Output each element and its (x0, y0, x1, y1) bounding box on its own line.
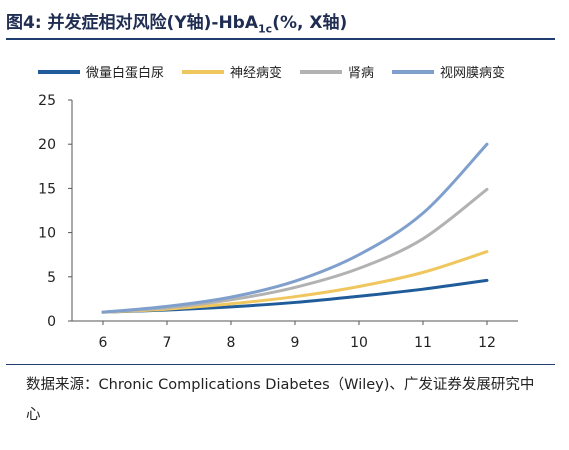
x-tick-label: 9 (291, 335, 300, 351)
series-lines (101, 142, 489, 314)
legend-label-series-0: 微量白蛋白尿 (86, 66, 165, 81)
legend: 微量白蛋白尿 神经病变 肾病 视网膜病变 (38, 62, 523, 81)
x-tick-label: 7 (163, 335, 172, 351)
y-tick-label: 10 (38, 226, 56, 242)
chart-title-subscript: 1c (258, 22, 273, 36)
legend-label-series-1: 神经病变 (230, 66, 283, 81)
source-rule (6, 364, 555, 365)
x-tick-label: 11 (414, 335, 432, 351)
legend-swatch-series-0 (38, 69, 80, 74)
source-note: 数据来源：Chronic Complications Diabetes（Wile… (26, 377, 535, 423)
y-tick-label: 15 (38, 181, 56, 197)
y-ticks: 0 5 10 15 20 25 (38, 93, 72, 330)
series-line-3 (101, 142, 489, 314)
legend-item-series-2: 肾病 (300, 62, 374, 81)
legend-label-series-2: 肾病 (348, 66, 375, 81)
x-tick-label: 6 (99, 335, 108, 351)
y-tick-label: 5 (47, 270, 56, 286)
x-tick-label: 8 (227, 335, 236, 351)
legend-swatch-series-2 (300, 69, 343, 74)
legend-swatch-series-1 (182, 69, 225, 74)
x-ticks: 6 7 8 9 10 11 12 (99, 321, 496, 351)
legend-item-series-3: 视网膜病变 (392, 62, 505, 81)
chart-title-suffix: (%, X轴) (272, 13, 348, 33)
legend-item-series-1: 神经病变 (182, 62, 282, 81)
y-tick-label: 0 (47, 314, 56, 330)
legend-swatch-series-3 (392, 69, 435, 74)
y-tick-label: 25 (38, 93, 56, 109)
chart-title: 图4: 并发症相对风险(Y轴)-HbA1c(%, X轴) (6, 8, 347, 35)
legend-item-series-0: 微量白蛋白尿 (38, 62, 164, 81)
x-tick-label: 10 (350, 335, 368, 351)
title-rule (6, 38, 555, 40)
legend-label-series-3: 视网膜病变 (440, 66, 506, 81)
y-tick-label: 20 (38, 137, 56, 153)
x-tick-label: 12 (478, 335, 496, 351)
chart-title-prefix: 图4: 并发症相对风险(Y轴)-HbA (6, 13, 259, 33)
